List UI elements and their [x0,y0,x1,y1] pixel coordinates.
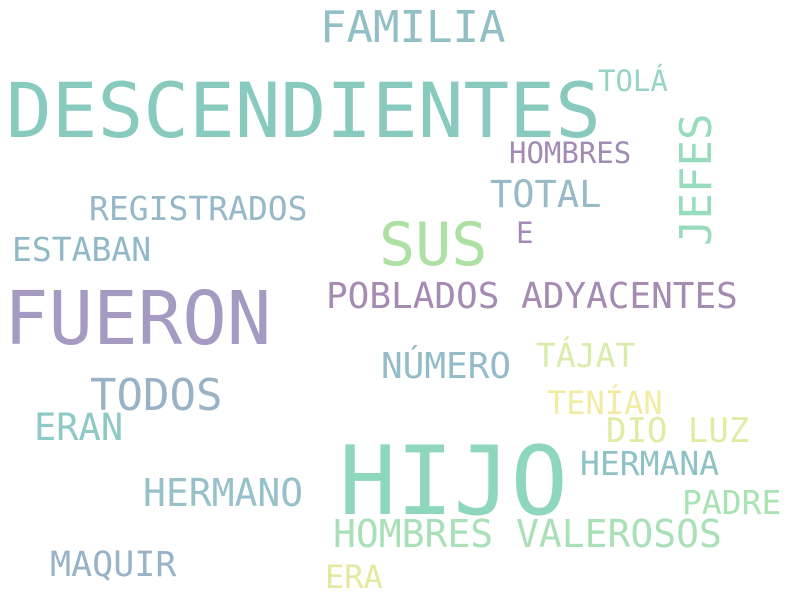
word-dio-luz: DIO LUZ [606,411,750,451]
word-todos: TODOS [90,370,223,421]
word-tenian: TENÍAN [547,384,663,422]
word-maquir: MAQUIR [50,545,177,585]
word-fueron: FUERON [4,276,272,362]
word-hijo: HIJO [339,427,568,537]
word-padre: PADRE [682,483,782,522]
word-poblados-adyacentes: POBLADOS ADYACENTES [326,276,738,317]
word-hermana: HERMANA [580,444,720,483]
word-estaban: ESTABAN [12,230,152,269]
word-era: ERA [325,558,383,596]
word-total: TOTAL [490,173,602,216]
word-sus: SUS [379,210,488,280]
word-tola: TOLÁ [598,64,668,98]
word-hombres-valerosos: HOMBRES VALEROSOS [333,512,722,556]
word-e: E [516,216,534,250]
word-jefes: JEFES [671,113,722,246]
word-tajat: TÁJAT [536,336,636,375]
word-numero: NÚMERO [381,346,512,387]
word-descendientes: DESCENDIENTES [6,66,601,155]
word-hermano: HERMANO [143,471,304,515]
word-registrados: REGISTRADOS [89,189,308,228]
word-familia: FAMILIA [320,2,506,53]
word-eran: ERAN [34,406,124,449]
word-hombres: HOMBRES [509,136,632,170]
